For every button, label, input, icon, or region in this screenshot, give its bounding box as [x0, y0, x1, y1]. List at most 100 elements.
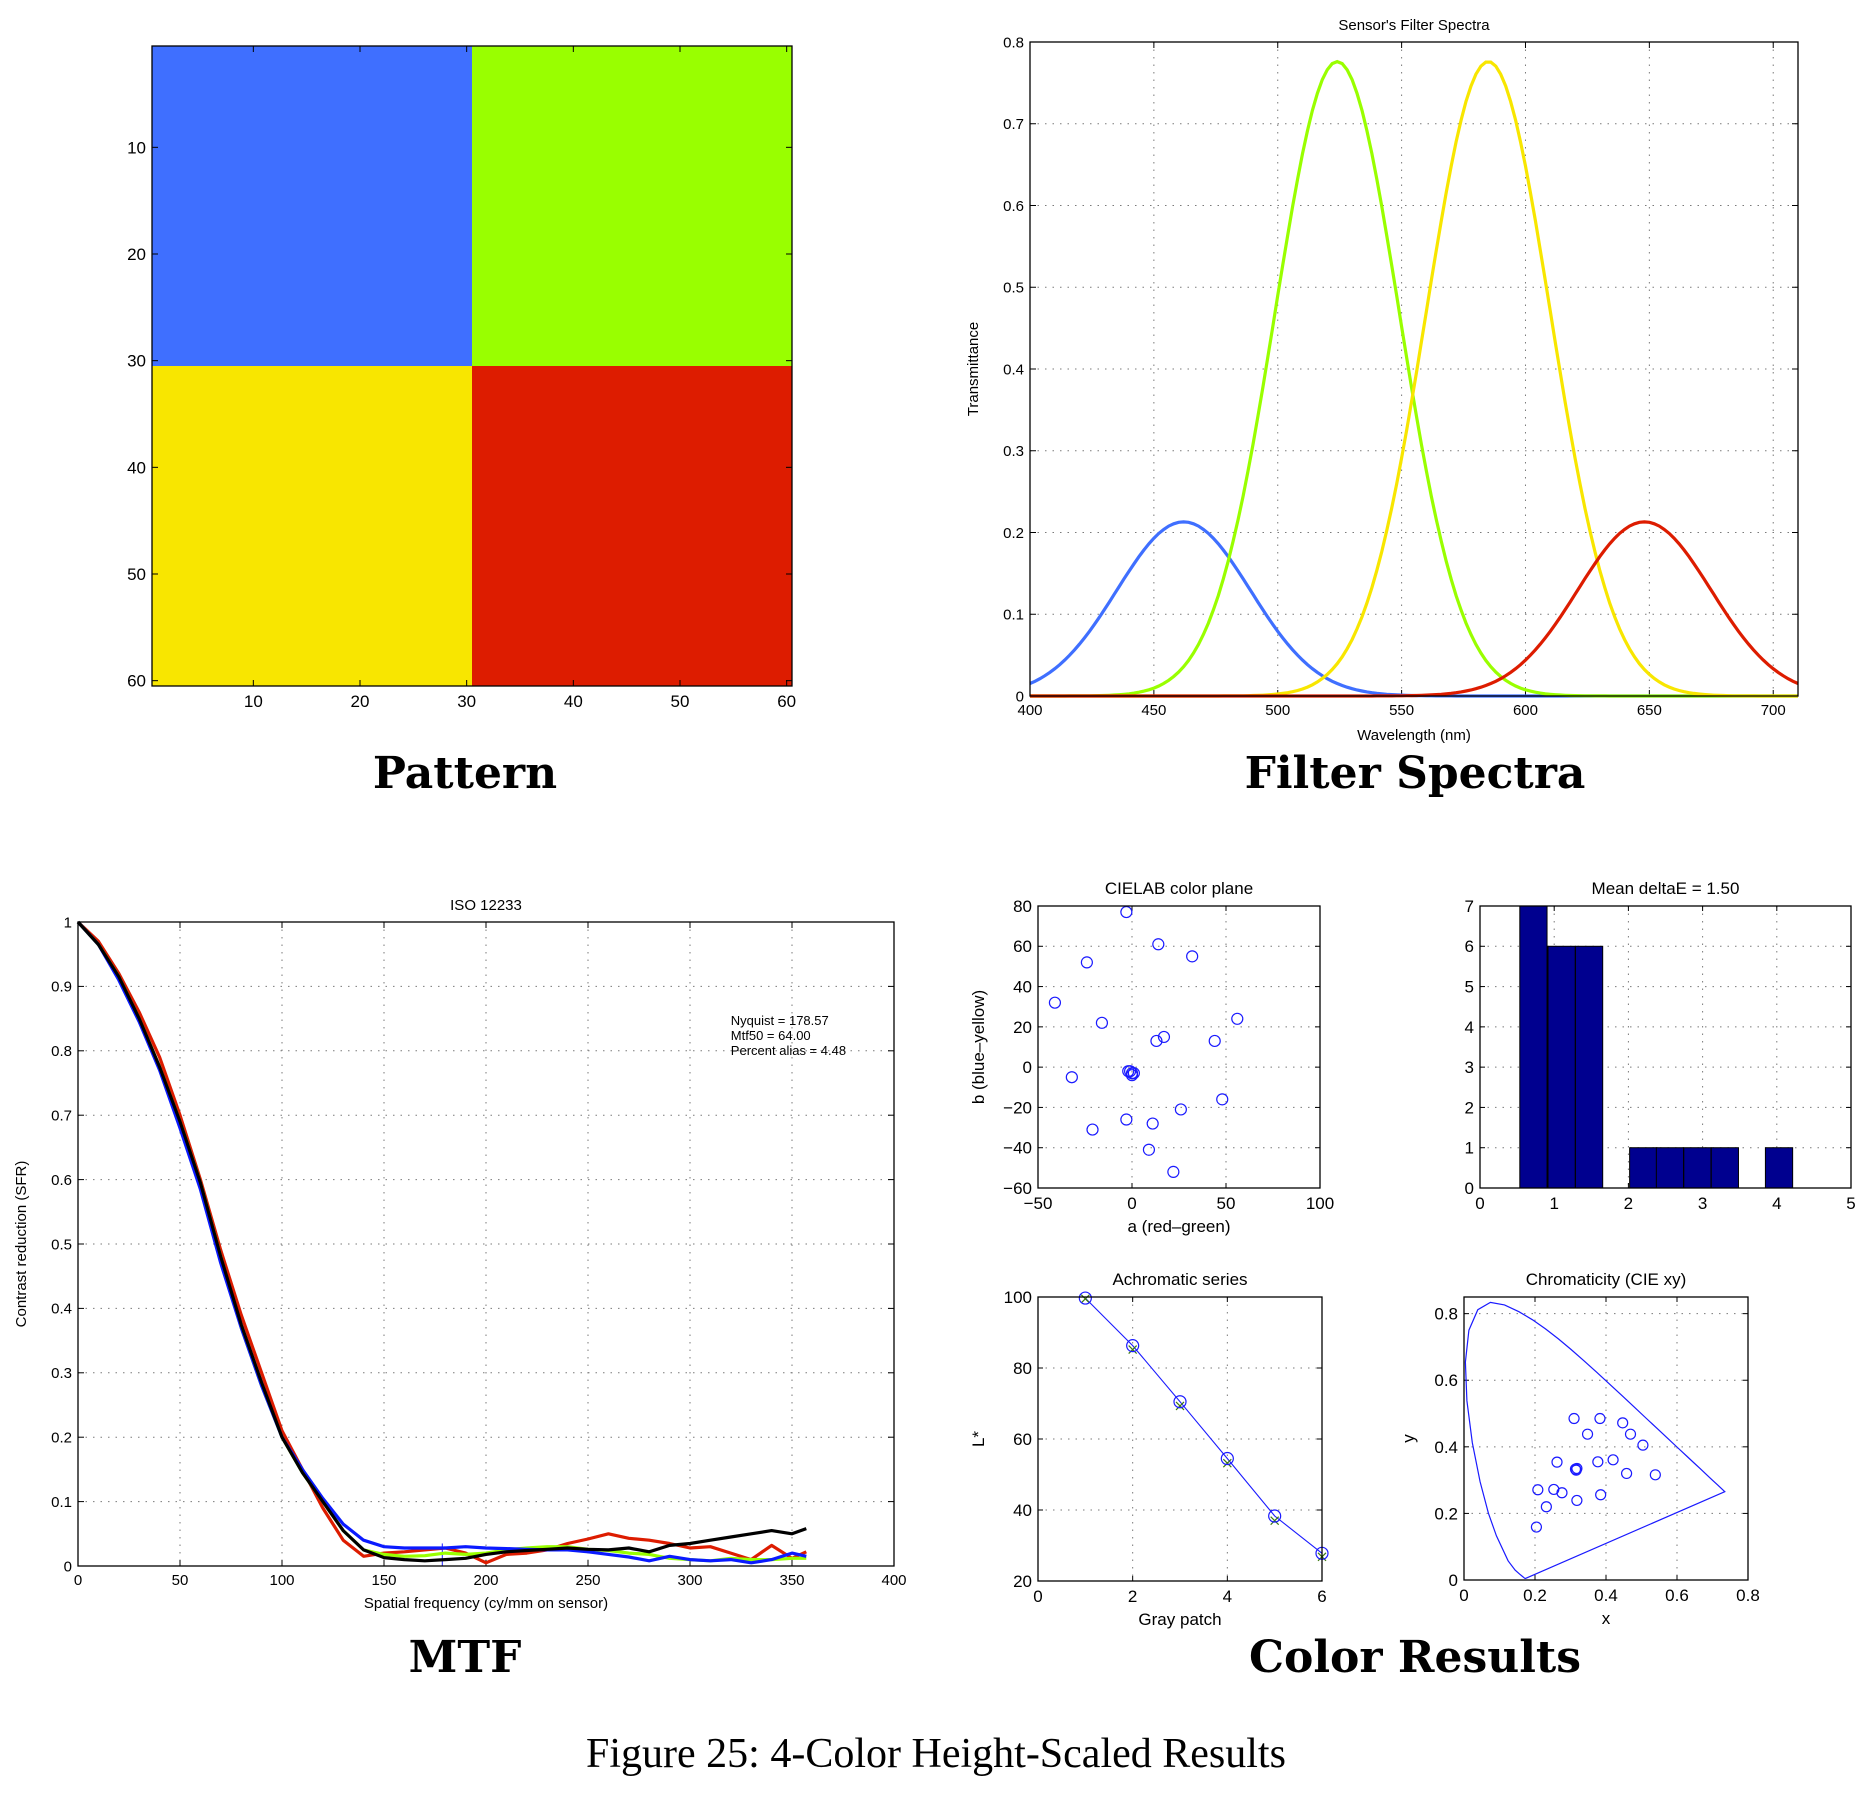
x-tick-label: 0.6 — [1665, 1586, 1689, 1605]
xy-point — [1607, 1454, 1619, 1466]
y-tick-label: 0.6 — [1003, 198, 1024, 215]
x-tick-label: 400 — [1017, 702, 1042, 719]
y-tick-label: 60 — [127, 672, 146, 691]
y-tick-label: 0 — [1449, 1571, 1458, 1590]
lab-point — [1080, 956, 1093, 969]
lab-point — [1125, 1069, 1139, 1082]
x-tick-label: 400 — [881, 1572, 906, 1589]
xy-point — [1581, 1428, 1594, 1440]
y-tick-label: 0.6 — [51, 1172, 72, 1189]
axes-frame — [1029, 41, 1799, 697]
measured-marker — [1078, 1291, 1092, 1305]
y-tick-label: 40 — [1013, 1501, 1032, 1520]
caption-pattern: Pattern — [372, 748, 558, 799]
xy-point — [1624, 1428, 1637, 1440]
spectrum-line-yellow-filter — [1030, 60, 1798, 698]
histogram-bar — [1764, 1147, 1794, 1189]
x-tick-label: 2 — [1128, 1587, 1137, 1606]
lab-point — [1122, 1065, 1135, 1078]
x-tick-label: 1 — [1549, 1194, 1558, 1213]
y-tick-label: 4 — [1465, 1018, 1474, 1037]
chromaticity-chart: 0 0.2 0.4 0.6 0.8 0 0.2 0.4 0.6 0.8 Chromaticity (… — [1399, 1270, 1760, 1628]
lab-point — [1120, 1113, 1133, 1126]
pattern-cell-bottom-right — [472, 366, 792, 686]
x-tick-label: 4 — [1223, 1587, 1232, 1606]
x-tick-label: 60 — [777, 692, 796, 711]
mtf-annotation: Nyquist = 178.57 — [731, 1013, 829, 1028]
x-tick-label: 40 — [564, 692, 583, 711]
lab-point — [1127, 1067, 1140, 1080]
xy-point — [1637, 1439, 1649, 1451]
reference-marker — [1175, 1401, 1185, 1411]
y-axis-label: y — [1399, 1434, 1418, 1443]
lab-point — [1167, 1165, 1180, 1178]
y-tick-label: 0.1 — [51, 1494, 72, 1511]
x-tick-label: 2 — [1624, 1194, 1633, 1213]
y-tick-label: 6 — [1465, 937, 1474, 956]
mtf-annotation: Percent alias = 4.48 — [731, 1043, 846, 1058]
measured-marker — [1220, 1451, 1234, 1466]
y-tick-label: 60 — [1013, 1430, 1032, 1449]
measured-marker — [1126, 1339, 1140, 1353]
y-axis-label: Contrast reduction (SFR) — [13, 1161, 30, 1328]
xy-point — [1540, 1501, 1552, 1513]
mtf-chart: 0 50 100 150 200 250 300 350 400 0 0.1 0.2 0.3 0.4 0.5… — [13, 897, 907, 1612]
achromatic-line — [1084, 1297, 1323, 1554]
caption-filter-spectra: Filter Spectra — [1244, 748, 1586, 799]
lab-point — [1174, 1103, 1187, 1116]
y-tick-label: 0.5 — [1003, 280, 1024, 297]
lab-point — [1152, 938, 1165, 951]
figure-caption: Figure 25: 4-Color Height-Scaled Results — [586, 1731, 1286, 1777]
axes-frame — [1479, 905, 1852, 1189]
mtf-line-blue — [76, 920, 807, 1565]
y-tick-label: 0 — [1023, 1058, 1032, 1077]
y-tick-label: 10 — [127, 138, 146, 157]
lab-point — [1186, 950, 1199, 963]
lab-point — [1157, 1030, 1171, 1044]
delta-e-histogram: 0 1 2 3 4 5 0 1 2 3 4 5 6 7 Mean deltaE = 1.50 — [1465, 879, 1856, 1213]
reference-marker — [1080, 1294, 1090, 1304]
x-tick-label: 600 — [1513, 702, 1538, 719]
measured-marker — [1173, 1395, 1187, 1409]
x-tick-label: −50 — [1024, 1194, 1053, 1213]
chart-title: Achromatic series — [1112, 1270, 1247, 1289]
y-tick-label: 7 — [1465, 897, 1474, 916]
axes-frame — [77, 921, 895, 1567]
y-tick-label: 0.7 — [51, 1107, 72, 1124]
xy-point — [1551, 1456, 1563, 1468]
histogram-bar — [1574, 945, 1604, 1189]
x-tick-label: 10 — [244, 692, 263, 711]
caption-color-results: Color Results — [1248, 1632, 1582, 1683]
y-tick-label: 0.2 — [1003, 525, 1024, 542]
reference-marker — [1222, 1458, 1232, 1468]
y-axis-label: b (blue–yellow) — [969, 990, 988, 1104]
y-tick-label: 0.7 — [1003, 116, 1024, 133]
axes-frame — [151, 45, 793, 687]
chart-title: Mean deltaE = 1.50 — [1592, 879, 1740, 898]
reference-marker — [1270, 1516, 1280, 1526]
y-tick-label: 1 — [1465, 1139, 1474, 1158]
pattern-cell-top-right — [472, 46, 792, 366]
histogram-bar — [1655, 1147, 1685, 1189]
y-tick-label: 0.4 — [1434, 1438, 1458, 1457]
x-tick-label: 30 — [457, 692, 476, 711]
x-tick-label: 3 — [1698, 1194, 1707, 1213]
y-tick-label: 2 — [1465, 1098, 1474, 1117]
x-tick-label: 300 — [677, 1572, 702, 1589]
lab-point — [1142, 1143, 1156, 1156]
y-tick-label: −60 — [1003, 1179, 1032, 1198]
x-tick-label: 100 — [269, 1572, 294, 1589]
xy-point — [1617, 1417, 1629, 1429]
y-tick-label: 40 — [127, 458, 146, 477]
filter-spectra-chart: 400 450 500 550 600 650 700 0 0.1 0.2 0.3 0.4 0.5 0.6… — [965, 17, 1799, 744]
lab-point — [1231, 1012, 1244, 1025]
caption-mtf: MTF — [408, 1632, 522, 1683]
x-tick-label: 5 — [1846, 1194, 1855, 1213]
y-tick-label: 1 — [64, 914, 72, 931]
histogram-bar — [1629, 1147, 1658, 1189]
x-tick-label: 0 — [1459, 1586, 1468, 1605]
xy-point — [1571, 1494, 1583, 1507]
y-tick-label: 0.3 — [1003, 443, 1024, 460]
y-tick-label: 0.9 — [51, 979, 72, 996]
x-tick-label: 200 — [473, 1572, 498, 1589]
